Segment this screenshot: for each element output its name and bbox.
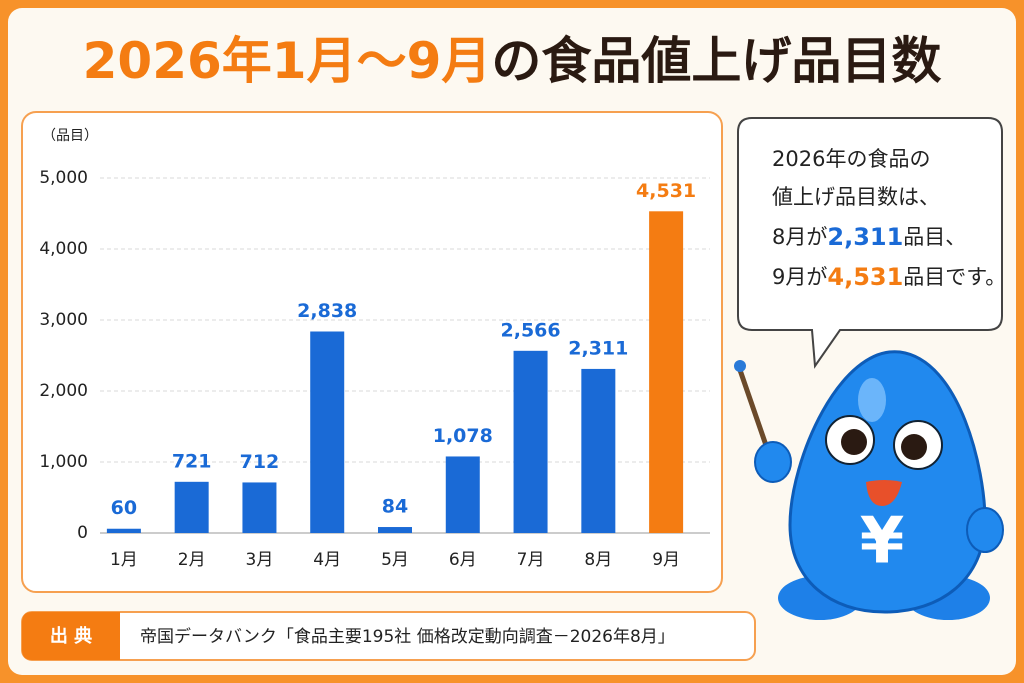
callout-line: 8月が2,311品目、 (772, 223, 966, 251)
y-tick-label: 5,000 (39, 168, 88, 188)
value-label: 1,078 (433, 425, 493, 447)
y-tick-label: 1,000 (39, 452, 88, 472)
callout-text: 9月が (772, 265, 827, 289)
value-label: 2,838 (297, 300, 357, 322)
pupil (901, 434, 927, 460)
title-rest: の食品値上げ品目数 (491, 32, 941, 90)
callout-number: 4,531 (827, 263, 903, 291)
pupil (841, 429, 867, 455)
y-tick-label: 0 (77, 523, 88, 543)
hand (966, 507, 1004, 553)
value-label: 4,531 (636, 180, 696, 202)
yen-symbol: ¥ (860, 505, 905, 579)
value-label: 712 (240, 451, 280, 473)
value-label: 2,311 (568, 337, 628, 359)
callout-line: 2026年の食品の (772, 147, 930, 171)
bar (174, 481, 209, 533)
x-tick-label: 3月 (246, 550, 274, 570)
x-tick-label: 9月 (652, 550, 680, 570)
mouth (866, 480, 902, 506)
mascot: ¥ (734, 350, 1004, 620)
callout-text: 品目、 (903, 225, 966, 249)
callout-line: 9月が4,531品目です。 (772, 263, 1006, 291)
x-tick-label: 7月 (517, 550, 545, 570)
callout-text: 品目です。 (903, 265, 1006, 289)
title: 2026年1月〜9月の食品値上げ品目数 (83, 32, 942, 90)
x-tick-label: 6月 (449, 550, 477, 570)
bar (513, 350, 548, 533)
value-label: 2,566 (501, 319, 561, 341)
bar (649, 211, 684, 533)
hand (754, 441, 792, 483)
x-tick-label: 1月 (110, 550, 138, 570)
callout-number: 2,311 (827, 223, 903, 251)
source-text: 帝国データバンク「食品主要195社 価格改定動向調査－2026年8月」 (140, 626, 675, 647)
x-tick-label: 8月 (584, 550, 612, 570)
value-label: 84 (382, 496, 408, 518)
callout-text: 8月が (772, 225, 827, 249)
speech-bubble (737, 117, 1003, 369)
bar (310, 331, 345, 533)
x-tick-label: 4月 (313, 550, 341, 570)
y-tick-label: 3,000 (39, 310, 88, 330)
y-tick-label: 4,000 (39, 239, 88, 259)
y-tick-label: 2,000 (39, 381, 88, 401)
pointer-tip (734, 360, 746, 372)
bar (106, 528, 141, 533)
bar (581, 368, 616, 533)
callout-line: 値上げ品目数は、 (772, 185, 940, 209)
bar (445, 456, 480, 533)
source-label: 出 典 (50, 625, 92, 647)
bar (378, 527, 412, 533)
x-tick-label: 2月 (178, 550, 206, 570)
plot: 0 1,000 2,000 3,000 4,000 5,000 1月 60 2月 721 3月 712… (39, 168, 710, 570)
value-label: 721 (172, 450, 212, 472)
bar (242, 482, 277, 533)
x-tick-label: 5月 (381, 550, 409, 570)
y-axis-label: （品目） (42, 128, 98, 144)
value-label: 60 (111, 497, 137, 519)
source-label-box (22, 612, 120, 660)
title-highlight: 2026年1月〜9月 (83, 32, 492, 90)
highlight (858, 378, 886, 422)
